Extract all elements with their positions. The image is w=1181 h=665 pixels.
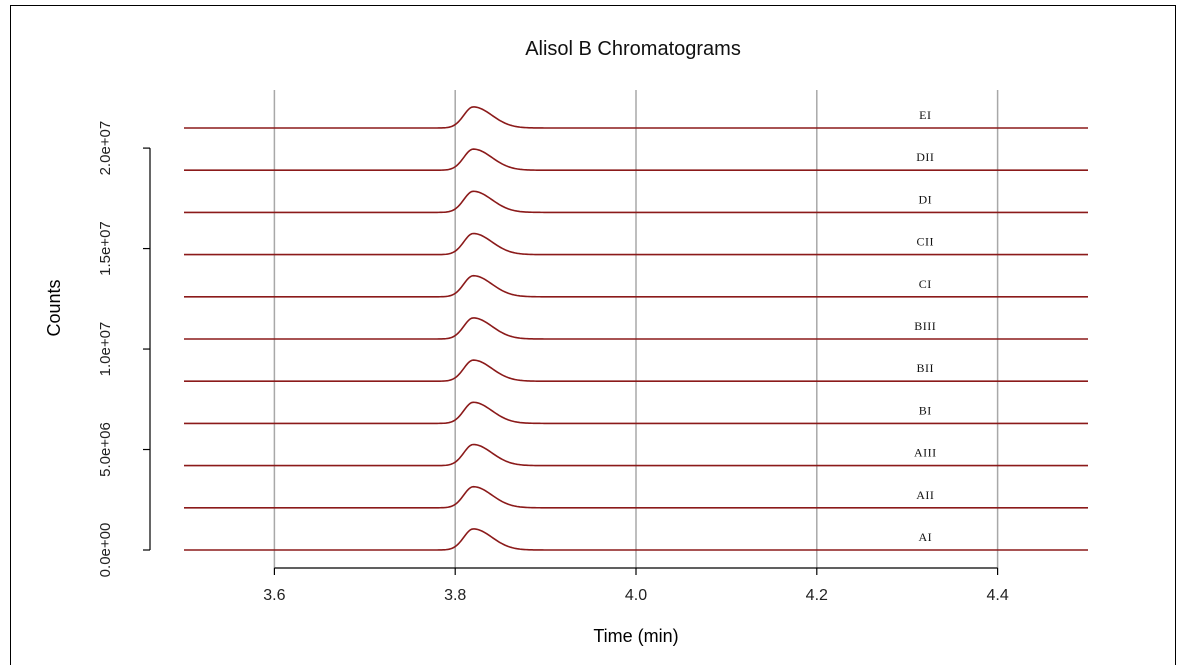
x-axis-label: Time (min) bbox=[593, 626, 678, 646]
series-line-CII bbox=[184, 232, 1088, 256]
series-label-BIII: BIII bbox=[914, 319, 936, 333]
y-tick-label-1.5e+07: 1.5e+07 bbox=[97, 221, 114, 276]
y-axis-label: Counts bbox=[44, 279, 64, 336]
series-line-AIII bbox=[184, 443, 1088, 467]
x-tick-label-3.6: 3.6 bbox=[263, 587, 285, 604]
axes: 3.6 3.8 4.0 4.2 4.4 0.0e+00 5.0e+06 1.0e+07 1.5e… bbox=[97, 121, 1009, 604]
x-tick-label-4.4: 4.4 bbox=[986, 587, 1008, 604]
series-label-BII: BII bbox=[917, 361, 935, 375]
series-label-EI: EI bbox=[919, 108, 931, 122]
series-label-DII: DII bbox=[916, 150, 934, 164]
x-tick-label-3.8: 3.8 bbox=[444, 587, 466, 604]
y-tick-label-0.0e+00: 0.0e+00 bbox=[97, 523, 114, 578]
series-line-BII bbox=[184, 359, 1088, 382]
series-line-CI bbox=[184, 274, 1088, 298]
series-label-AII: AII bbox=[916, 488, 934, 502]
series-line-BI bbox=[184, 401, 1088, 425]
series-line-AII bbox=[184, 485, 1088, 509]
series-line-DII bbox=[184, 148, 1088, 171]
series-line-AI bbox=[184, 528, 1088, 551]
series-line-EI bbox=[184, 106, 1088, 129]
y-tick-label-5.0e+06: 5.0e+06 bbox=[97, 422, 114, 477]
series-label-CI: CI bbox=[919, 277, 932, 291]
chart-title: Alisol B Chromatograms bbox=[525, 38, 741, 60]
grid-lines bbox=[273, 90, 999, 568]
y-tick-label-2.0e+07: 2.0e+07 bbox=[97, 121, 114, 176]
series-label-AI: AI bbox=[918, 530, 932, 544]
series-label-BI: BI bbox=[919, 403, 932, 417]
series-label-AIII: AIII bbox=[914, 446, 937, 460]
y-tick-label-1.0e+07: 1.0e+07 bbox=[97, 322, 114, 377]
figure-frame bbox=[10, 5, 1176, 665]
x-tick-label-4.2: 4.2 bbox=[806, 587, 828, 604]
series-label-CII: CII bbox=[917, 235, 935, 249]
series-label-DI: DI bbox=[918, 192, 932, 206]
x-tick-label-4.0: 4.0 bbox=[625, 587, 647, 604]
series-line-DI bbox=[184, 190, 1088, 214]
series-group: AI AII AIII BI BII BIII CI CII DI DII EI bbox=[184, 106, 1088, 551]
series-line-BIII bbox=[184, 317, 1088, 340]
